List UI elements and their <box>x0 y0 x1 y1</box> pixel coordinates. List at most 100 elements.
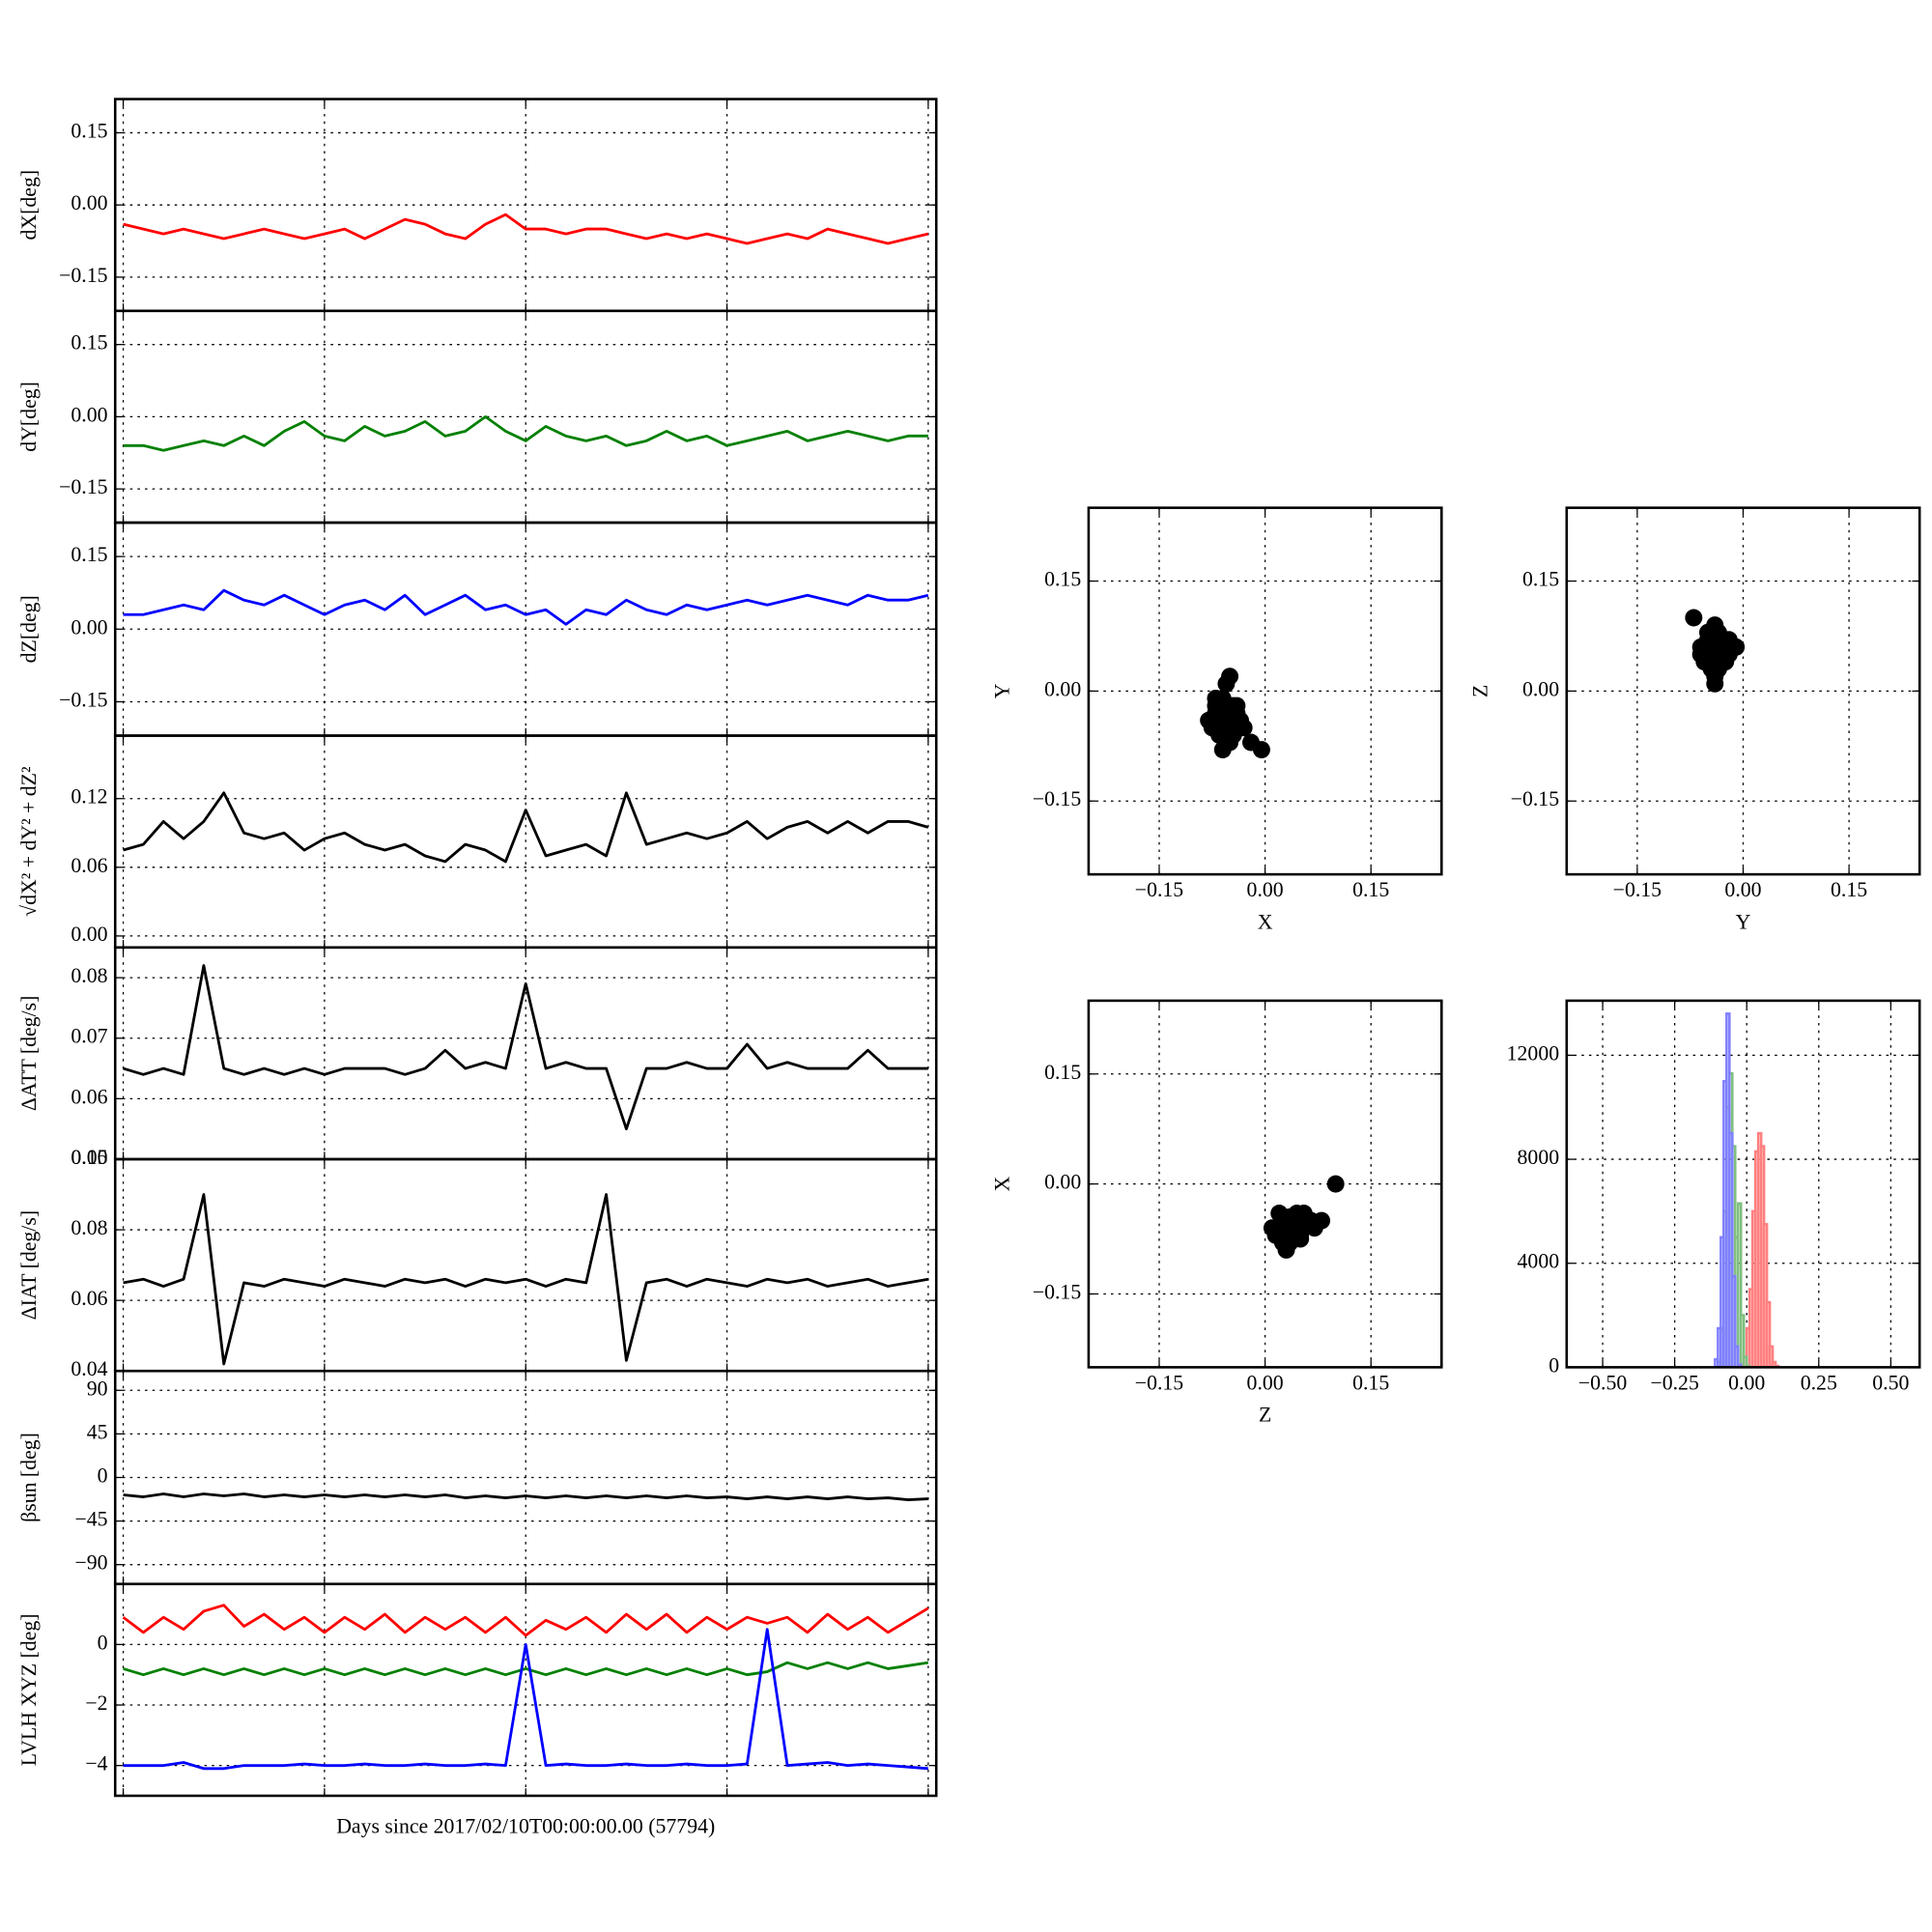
histogram-bar <box>1728 1131 1734 1368</box>
y-tick-label: 0.00 <box>71 403 107 426</box>
plot-area <box>123 415 928 452</box>
y-axis-label: dZ[deg] <box>17 595 41 663</box>
plot-area <box>123 791 929 864</box>
y-tick-label: 0.08 <box>71 1216 107 1239</box>
panel: −0.15 0.00 0.15 −0.15 0.00 0.15 Y X <box>991 506 1443 933</box>
y-tick-label: 0.12 <box>71 785 107 809</box>
x-tick-label: 0.15 <box>1831 878 1867 901</box>
plot-area <box>1685 609 1746 693</box>
point <box>1727 638 1746 656</box>
y-tick-label: 0.15 <box>1522 568 1559 591</box>
plot-area <box>122 1604 929 1771</box>
plot-area <box>1200 668 1270 759</box>
y-tick-label: 4000 <box>1518 1250 1560 1273</box>
plot-area <box>123 588 929 626</box>
point <box>1221 668 1239 686</box>
y-tick-label: 0.15 <box>1044 568 1081 591</box>
point <box>1270 1205 1289 1222</box>
y-tick-label: −0.15 <box>59 475 108 498</box>
histogram-bar <box>1768 1345 1775 1368</box>
y-axis-label: X <box>991 1177 1014 1192</box>
y-tick-label: 0.00 <box>1522 677 1559 700</box>
point <box>1326 1175 1345 1193</box>
axes-frame <box>1087 506 1443 876</box>
plot-area <box>123 1193 929 1366</box>
x-tick-label: 0.50 <box>1872 1371 1909 1394</box>
x-tick-label: 0.00 <box>1724 878 1761 901</box>
y-tick-label: −45 <box>74 1508 107 1531</box>
y-tick-label: 45 <box>87 1420 108 1443</box>
y-axis-label: √dX² + dY² + dZ² <box>17 766 41 917</box>
histogram-bar <box>1734 1345 1740 1368</box>
plot-area <box>123 213 929 245</box>
y-tick-label: 0 <box>98 1631 108 1654</box>
plot-area <box>123 1492 928 1501</box>
y-axis-label: Y <box>991 683 1014 698</box>
y-axis-label: ΔIAT [deg/s] <box>17 1210 41 1320</box>
panel: −0.15 0.00 0.15 dX[deg] <box>17 98 938 313</box>
line <box>123 1492 928 1501</box>
y-axis-label: ΔATT [deg/s] <box>17 996 41 1111</box>
x-tick-label: 0.00 <box>1247 878 1284 901</box>
y-axis-label: Z <box>1469 685 1492 697</box>
point <box>1685 609 1703 627</box>
y-tick-label: 0.05 <box>71 1146 107 1169</box>
point <box>1713 645 1731 664</box>
line <box>123 964 928 1131</box>
point <box>1706 674 1724 693</box>
plot-area <box>1263 1175 1345 1259</box>
y-tick-label: 0.00 <box>71 191 107 214</box>
point <box>1292 1219 1310 1237</box>
y-tick-label: 0 <box>1548 1353 1559 1377</box>
x-tick-label: 0.15 <box>1352 1371 1389 1394</box>
y-tick-label: 12000 <box>1507 1041 1560 1065</box>
y-tick-label: 0.15 <box>1044 1061 1081 1084</box>
y-tick-label: −0.15 <box>59 264 108 287</box>
x-tick-label: −0.15 <box>1135 878 1184 901</box>
x-tick-label: −0.15 <box>1135 1371 1184 1394</box>
x-axis-label: Z <box>1259 1404 1271 1427</box>
y-tick-label: −0.15 <box>1511 787 1560 810</box>
y-tick-label: 0.00 <box>1044 677 1081 700</box>
y-tick-label: 0.06 <box>71 854 107 877</box>
point <box>1698 623 1717 641</box>
panel: 0.05 0.06 0.07 0.08 ΔATT [deg/s] <box>17 946 938 1169</box>
axes-frame <box>113 1582 938 1798</box>
x-axis-label: X <box>1258 910 1273 933</box>
point <box>1224 696 1242 715</box>
y-tick-label: 90 <box>87 1377 108 1400</box>
y-tick-label: −2 <box>85 1691 107 1715</box>
y-tick-label: 0.10 <box>71 1146 107 1169</box>
y-axis-label: dX[deg] <box>17 170 41 241</box>
y-axis-label: βsun [deg] <box>17 1433 41 1522</box>
y-tick-label: 0.00 <box>1044 1171 1081 1194</box>
x-tick-label: −0.25 <box>1650 1371 1699 1394</box>
axes-frame <box>1565 999 1921 1369</box>
y-tick-label: 0.06 <box>71 1085 107 1108</box>
point <box>1210 719 1229 737</box>
point <box>1709 660 1727 678</box>
y-tick-label: 0.07 <box>71 1025 107 1048</box>
y-tick-label: −4 <box>85 1752 107 1776</box>
y-tick-label: 0.08 <box>71 964 107 987</box>
panel: −0.50 −0.25 0.00 0.25 0.50 0 4000 8000 12000 <box>1507 999 1921 1394</box>
plot-area <box>123 964 928 1131</box>
axes-frame <box>1087 999 1443 1369</box>
y-tick-label: 0.04 <box>71 1357 107 1380</box>
y-axis-label: dY[deg] <box>17 382 41 452</box>
panel: 0.00 0.06 0.12 √dX² + dY² + dZ² <box>17 734 938 950</box>
line <box>123 588 929 626</box>
axes-frame <box>1565 506 1921 876</box>
point <box>1213 741 1232 759</box>
y-tick-label: −0.15 <box>1033 787 1082 810</box>
x-tick-label: 0.15 <box>1352 878 1389 901</box>
x-axis-label: Days since 2017/02/10T00:00:00.00 (57794… <box>336 1814 715 1837</box>
y-tick-label: −0.15 <box>59 688 108 711</box>
y-tick-label: 0.15 <box>71 543 107 566</box>
y-tick-label: 8000 <box>1518 1146 1560 1169</box>
panel: −0.15 0.00 0.15 −0.15 0.00 0.15 X Z <box>991 999 1443 1427</box>
line <box>123 1661 929 1677</box>
histogram-bar <box>1736 1202 1743 1368</box>
y-tick-label: 0.15 <box>71 331 107 355</box>
